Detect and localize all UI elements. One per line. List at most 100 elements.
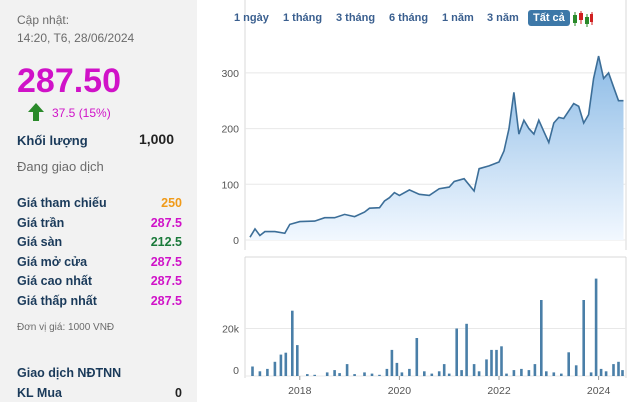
- volume-y-tick: 0: [233, 365, 239, 377]
- current-price: 287.50: [17, 62, 121, 100]
- tab-3[interactable]: 6 tháng: [389, 12, 429, 24]
- volume-bar: [423, 371, 426, 377]
- volume-bar: [395, 362, 399, 376]
- volume-bar: [279, 354, 283, 376]
- volume-label: Khối lượng: [17, 133, 88, 148]
- price-line: [249, 55, 624, 238]
- volume-bar: [306, 374, 309, 376]
- volume-bar: [325, 372, 329, 376]
- volume-bar: [485, 359, 488, 376]
- volume-bar: [533, 364, 537, 376]
- volume-bar: [495, 349, 498, 376]
- volume-bar: [612, 364, 615, 376]
- volume-bar: [604, 371, 608, 377]
- price-row-value: 287.5: [150, 215, 182, 230]
- volume-bar: [460, 370, 463, 376]
- price-row-label: Giá sàn: [17, 235, 63, 249]
- x-tick-label: 2018: [288, 385, 312, 397]
- tab-2[interactable]: 3 tháng: [336, 12, 376, 24]
- price-row-value: 287.5: [150, 254, 182, 269]
- volume-bar: [520, 368, 523, 376]
- tab-4[interactable]: 1 năm: [442, 12, 474, 24]
- volume-bar: [540, 300, 543, 376]
- tab-0[interactable]: 1 ngày: [234, 12, 269, 24]
- volume-bar: [552, 372, 556, 376]
- stock-info-panel: Cập nhật: 14:20, T6, 28/06/2024 287.50 3…: [0, 0, 197, 402]
- price-row-label: Giá tham chiếu: [17, 196, 107, 210]
- volume-bar: [370, 373, 374, 376]
- tab-1[interactable]: 1 tháng: [283, 12, 323, 24]
- up-arrow-icon: [28, 103, 44, 126]
- price-row-label: Giá mở cửa: [17, 254, 88, 269]
- volume-bar: [408, 368, 411, 376]
- volume-bar: [273, 361, 277, 377]
- price-row-label: Giá cao nhất: [17, 274, 93, 288]
- price-y-tick: 300: [221, 68, 239, 80]
- price-area-fill: [250, 56, 624, 240]
- volume-bar: [589, 372, 593, 376]
- volume-bar: [313, 374, 316, 376]
- trading-status: Đang giao dịch: [17, 159, 104, 174]
- x-tick-label: 2020: [388, 385, 412, 397]
- volume-bar: [338, 373, 341, 376]
- volume-bar: [447, 373, 451, 376]
- tab-5[interactable]: 3 năm: [487, 12, 519, 24]
- price-row-label: Giá trần: [17, 215, 65, 230]
- price-y-tick: 100: [221, 179, 239, 191]
- price-row-label: Giá thấp nhất: [17, 293, 97, 308]
- volume-bar: [390, 349, 394, 376]
- volume-bar: [284, 352, 288, 376]
- volume-bar: [333, 370, 336, 376]
- price-volume-chart: 0 100 200 300 0 20k 2018 2020 2022 2024: [221, 0, 627, 397]
- volume-bar: [490, 349, 493, 376]
- volume-bar: [505, 373, 508, 376]
- volume-bar: [251, 366, 254, 376]
- volume-bar: [291, 310, 294, 376]
- volume-bar: [545, 371, 548, 377]
- price-y-tick: 200: [221, 124, 239, 136]
- volume-bar: [415, 338, 419, 376]
- volume-bar: [455, 328, 458, 376]
- updated-label: Cập nhật:: [17, 13, 70, 27]
- volume-bar: [472, 364, 476, 376]
- tab-6[interactable]: Tất cả: [528, 10, 570, 26]
- volume-bar: [258, 371, 262, 377]
- volume-bar: [442, 364, 446, 376]
- volume-y-tick: 20k: [222, 324, 240, 336]
- updated-time: 14:20, T6, 28/06/2024: [17, 31, 135, 45]
- volume-bar: [512, 370, 516, 376]
- foreign-buy-label: KL Mua: [17, 386, 62, 400]
- volume-bar: [430, 373, 434, 376]
- price-change: 37.5 (15%): [52, 106, 111, 120]
- x-tick-label: 2022: [487, 385, 511, 397]
- volume-bar: [582, 300, 585, 376]
- volume-value: 1,000: [138, 131, 174, 147]
- volume-bar: [363, 372, 366, 376]
- volume-bar: [527, 370, 531, 376]
- volume-bar: [567, 352, 570, 377]
- volume-bar: [353, 374, 356, 376]
- volume-bar: [560, 373, 563, 376]
- price-row-value: 212.5: [150, 235, 182, 249]
- volume-bar: [500, 346, 503, 376]
- volume-bar: [621, 370, 624, 376]
- volume-bar: [477, 371, 481, 377]
- foreign-trading-title: Giao dịch NĐTNN: [17, 366, 122, 380]
- volume-bar: [617, 361, 620, 377]
- price-row-value: 287.5: [150, 293, 182, 308]
- candlestick-icon[interactable]: [572, 10, 594, 33]
- volume-bar: [465, 323, 468, 377]
- volume-bar: [385, 368, 389, 376]
- volume-bar: [574, 365, 578, 376]
- price-row-value: 287.5: [150, 274, 182, 288]
- volume-bar: [266, 368, 269, 376]
- volume-bar: [296, 345, 299, 376]
- x-tick-label: 2024: [587, 385, 611, 397]
- volume-bar: [594, 278, 598, 376]
- volume-bar: [345, 364, 349, 376]
- price-y-tick: 0: [233, 235, 239, 247]
- chart-area: 0 100 200 300 0 20k 2018 2020 2022 2024: [200, 0, 640, 402]
- unit-note: Đơn vị giá: 1000 VNĐ: [17, 322, 115, 333]
- volume-bar: [599, 368, 603, 376]
- volume-bar: [400, 372, 404, 376]
